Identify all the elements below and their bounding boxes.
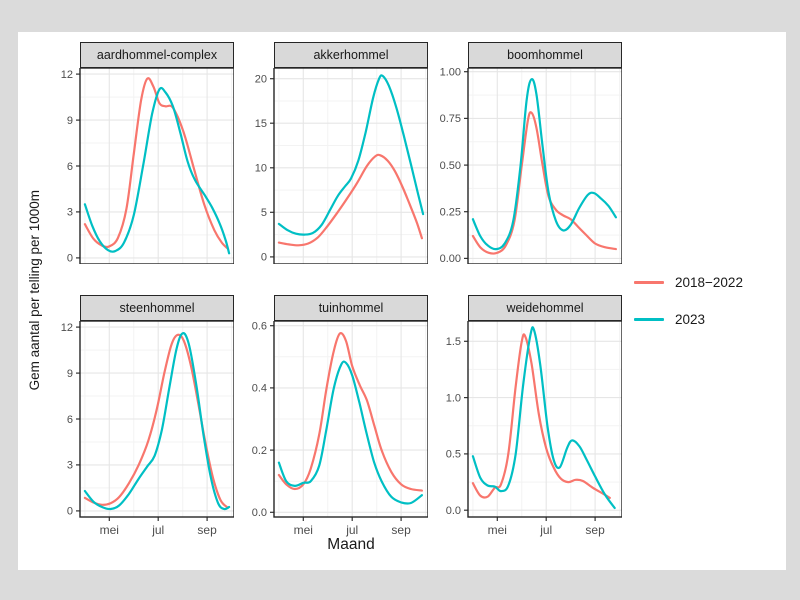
svg-text:0.0: 0.0 xyxy=(446,505,461,517)
facet-strip-label: weidehommel xyxy=(506,301,584,315)
facet-strip-label: akkerhommel xyxy=(313,48,389,62)
svg-text:0.75: 0.75 xyxy=(440,113,461,125)
svg-text:jul: jul xyxy=(151,523,164,537)
svg-text:6: 6 xyxy=(67,161,73,173)
svg-text:9: 9 xyxy=(67,368,73,380)
svg-text:jul: jul xyxy=(345,523,358,537)
facet-strip: akkerhommel xyxy=(274,42,428,68)
svg-text:sep: sep xyxy=(197,523,217,537)
svg-text:0.25: 0.25 xyxy=(440,207,461,219)
svg-text:0.2: 0.2 xyxy=(252,445,267,457)
facet-strip: boomhommel xyxy=(468,42,622,68)
svg-text:sep: sep xyxy=(585,523,605,537)
chart-figure: Gem aantal per telling per 1000m aardhom… xyxy=(18,32,786,570)
svg-text:0.4: 0.4 xyxy=(252,383,267,395)
legend: 2018−2022 2023 xyxy=(634,32,786,570)
svg-text:mei: mei xyxy=(100,523,119,537)
facet-steenhommel: steenhommel 0 3 6 9 12 mei jul sep xyxy=(40,295,235,548)
svg-text:mei: mei xyxy=(488,523,507,537)
svg-text:0.0: 0.0 xyxy=(252,507,267,519)
legend-entry-2023: 2023 xyxy=(634,312,786,327)
legend-entry-2018-2022: 2018−2022 xyxy=(634,275,786,290)
facet-plot: 0 3 6 9 12 mei jul sep xyxy=(61,320,235,537)
svg-text:1.5: 1.5 xyxy=(446,336,461,348)
facet-strip-label: steenhommel xyxy=(119,301,195,315)
svg-text:6: 6 xyxy=(67,414,73,426)
x-axis-title: Maand xyxy=(327,536,375,553)
svg-text:5: 5 xyxy=(261,207,267,219)
facet-strip-label: tuinhommel xyxy=(318,301,384,315)
facet-strip: aardhommel-complex xyxy=(80,42,234,68)
svg-text:0: 0 xyxy=(67,253,73,264)
svg-text:15: 15 xyxy=(255,118,267,130)
svg-text:20: 20 xyxy=(255,74,267,86)
legend-line-icon xyxy=(634,280,664,285)
facet-akkerhommel: akkerhommel 0 5 10 15 20 xyxy=(234,42,429,269)
svg-text:1.00: 1.00 xyxy=(440,68,461,79)
facet-strip-label: aardhommel-complex xyxy=(96,48,218,62)
facet-strip: weidehommel xyxy=(468,295,622,321)
svg-text:10: 10 xyxy=(255,163,267,175)
svg-text:mei: mei xyxy=(294,523,313,537)
svg-text:0.50: 0.50 xyxy=(440,160,461,172)
facet-aardhommel-complex: aardhommel-complex 0 3 6 9 12 xyxy=(40,42,235,269)
svg-text:12: 12 xyxy=(61,69,73,81)
facet-boomhommel: boomhommel 0.00 0.25 0.50 0.75 1.00 xyxy=(428,42,623,269)
svg-text:9: 9 xyxy=(67,115,73,127)
svg-text:3: 3 xyxy=(67,207,73,219)
svg-text:sep: sep xyxy=(391,523,411,537)
svg-text:0.00: 0.00 xyxy=(440,253,461,264)
facet-grid: aardhommel-complex 0 3 6 9 12 akkerhommel 0 5… xyxy=(40,42,623,548)
svg-text:0: 0 xyxy=(67,506,73,518)
svg-text:12: 12 xyxy=(61,322,73,334)
legend-label: 2023 xyxy=(675,312,706,327)
facet-strip: tuinhommel xyxy=(274,295,428,321)
facet-strip-label: boomhommel xyxy=(507,48,583,62)
svg-text:jul: jul xyxy=(539,523,552,537)
svg-text:0: 0 xyxy=(261,252,267,264)
facet-plot: 0.0 0.5 1.0 1.5 mei jul sep xyxy=(446,320,623,537)
legend-label: 2018−2022 xyxy=(675,275,743,290)
facet-plot: 0 5 10 15 20 xyxy=(255,67,429,265)
facet-plot: 0.00 0.25 0.50 0.75 1.00 xyxy=(440,67,623,265)
svg-text:0.5: 0.5 xyxy=(446,449,461,461)
legend-line-icon xyxy=(634,317,664,322)
svg-text:0.6: 0.6 xyxy=(252,321,267,333)
svg-text:1.0: 1.0 xyxy=(446,392,461,404)
facet-plot: 0 3 6 9 12 xyxy=(61,67,235,265)
facet-strip: steenhommel xyxy=(80,295,234,321)
svg-text:3: 3 xyxy=(67,460,73,472)
facet-plot: 0.0 0.2 0.4 0.6 mei jul sep xyxy=(252,320,429,537)
facet-weidehommel: weidehommel 0.0 0.5 1.0 1.5 mei jul sep xyxy=(428,295,623,548)
facet-tuinhommel: tuinhommel 0.0 0.2 0.4 0.6 mei jul sep xyxy=(234,295,429,548)
